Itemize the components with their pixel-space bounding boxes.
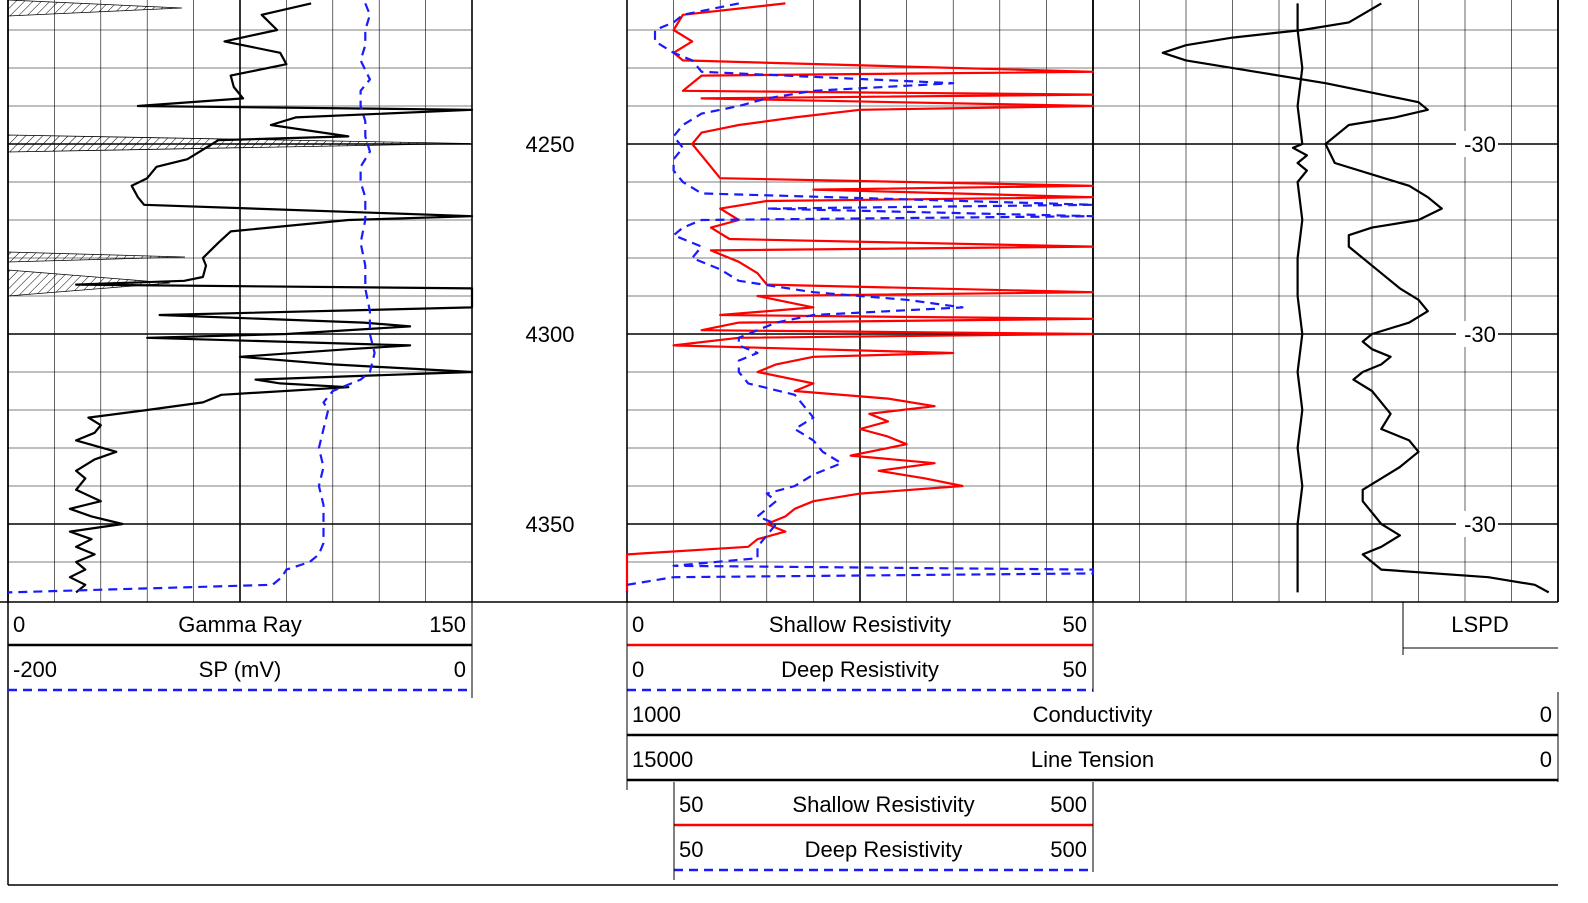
header-max: 500	[1050, 792, 1087, 817]
curve-gamma-ray	[68, 2, 474, 594]
lithology-fill	[7, 269, 171, 297]
lspd-value-label: -30	[1464, 512, 1496, 537]
depth-axis: 4250 4300 4350	[526, 132, 575, 537]
track-1-grid	[7, 0, 473, 602]
header-title: Deep Resistivity	[781, 657, 939, 682]
header-title: Line Tension	[1031, 747, 1154, 772]
header-title: Deep Resistivity	[805, 837, 963, 862]
lithology-fill	[7, 251, 186, 263]
header-sp: -200 SP (mV) 0	[8, 657, 472, 692]
lspd-value-label: -30	[1464, 322, 1496, 347]
header-max: 0	[1540, 747, 1552, 772]
header-gamma-ray: 0 Gamma Ray 150	[8, 612, 472, 647]
header-line-tension: 15000 Line Tension 0	[627, 747, 1558, 782]
lspd-label-bg	[1456, 511, 1498, 537]
series-layer: -30 -30 -30	[7, 2, 1550, 594]
depth-tick-label: 4250	[526, 132, 575, 157]
header-conductivity: 1000 Conductivity 0	[627, 702, 1558, 737]
header-title: Gamma Ray	[178, 612, 301, 637]
lithology-fill	[7, 134, 471, 153]
lithology-fill	[7, 0, 183, 17]
curve-shallow-resistivity	[625, 2, 1095, 593]
header-max: 0	[454, 657, 466, 682]
header-min: -200	[13, 657, 57, 682]
lspd-label-bg	[1456, 321, 1498, 347]
header-max: 50	[1063, 612, 1087, 637]
header-max: 0	[1540, 702, 1552, 727]
lspd-label-bg	[1456, 131, 1498, 157]
header-title: Shallow Resistivity	[792, 792, 974, 817]
track-headers: 0 Gamma Ray 150 -200 SP (mV) 0 0 Shallow Resist…	[8, 602, 1559, 886]
header-title: Shallow Resistivity	[769, 612, 951, 637]
header-max: 500	[1050, 837, 1087, 862]
curve-deep-resistivity	[625, 2, 1095, 593]
header-min: 50	[679, 792, 703, 817]
curve-lspd	[1161, 2, 1550, 594]
header-shallow-resistivity-backup: 50 Shallow Resistivity 500	[674, 792, 1093, 827]
curve-sp-mv	[7, 2, 376, 594]
depth-tick-label: 4350	[526, 512, 575, 537]
grid-layer	[0, 0, 1559, 885]
lspd-value-label: -30	[1464, 132, 1496, 157]
depth-tick-label: 4300	[526, 322, 575, 347]
header-shallow-resistivity: 0 Shallow Resistivity 50	[627, 612, 1093, 647]
header-min: 50	[679, 837, 703, 862]
track-2-grid	[626, 0, 1094, 602]
header-deep-resistivity: 0 Deep Resistivity 50	[627, 657, 1093, 692]
curve-lspd-baseline	[1291, 3, 1309, 593]
header-deep-resistivity-backup: 50 Deep Resistivity 500	[674, 837, 1093, 872]
header-title: LSPD	[1451, 612, 1508, 637]
header-min: 0	[632, 612, 644, 637]
header-min: 0	[632, 657, 644, 682]
header-max: 50	[1063, 657, 1087, 682]
header-lspd: LSPD	[1402, 602, 1558, 655]
header-min: 0	[13, 612, 25, 637]
header-max: 150	[429, 612, 466, 637]
header-title: SP (mV)	[199, 657, 282, 682]
header-min: 15000	[632, 747, 693, 772]
header-min: 1000	[632, 702, 681, 727]
header-title: Conductivity	[1033, 702, 1153, 727]
